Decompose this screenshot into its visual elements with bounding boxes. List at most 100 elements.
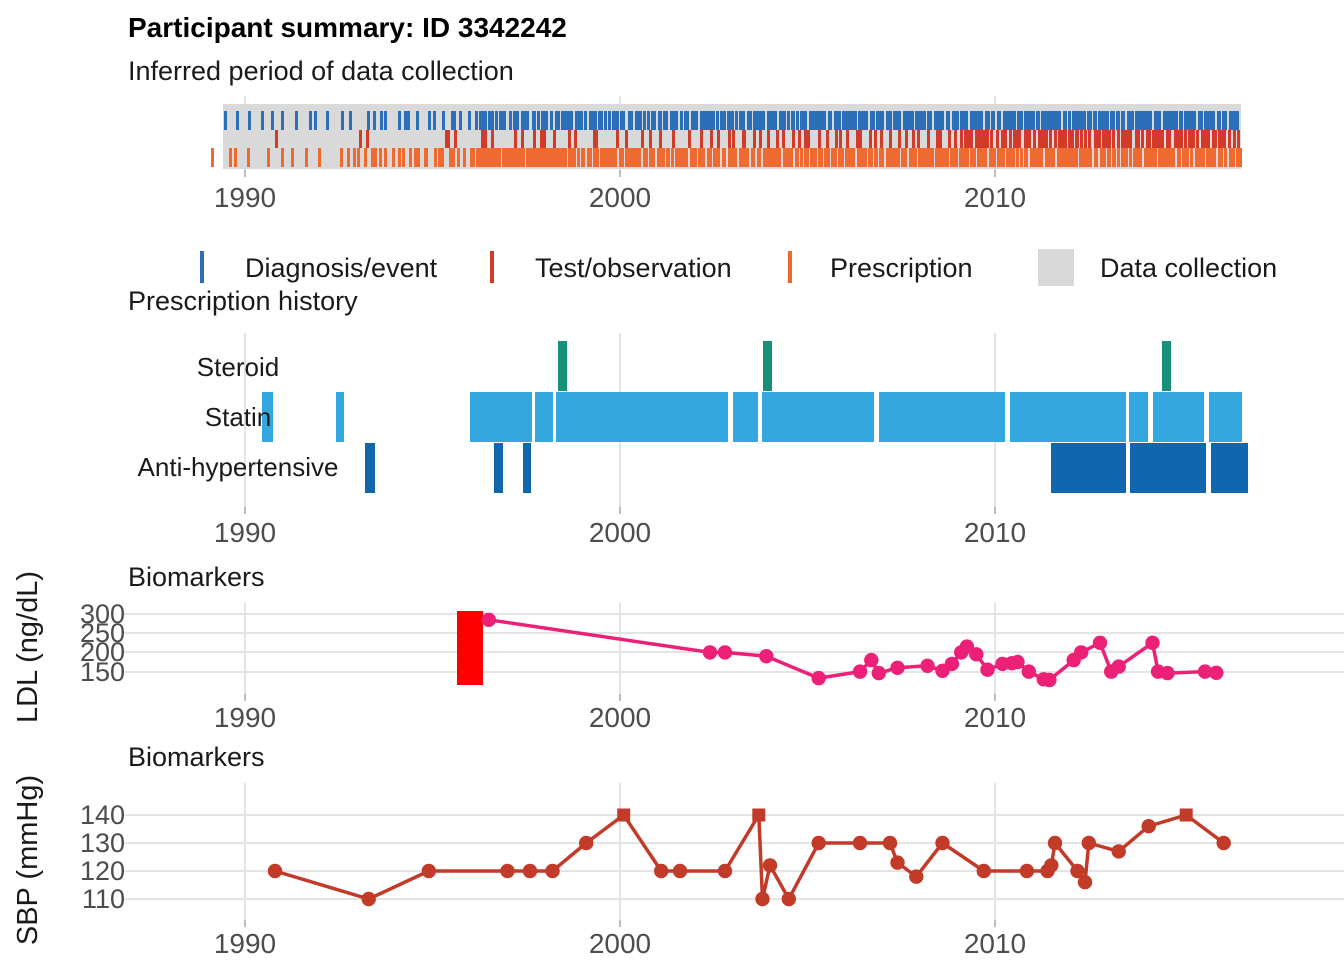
test-event-tick (1218, 130, 1222, 148)
diagnosis-event-tick (270, 111, 274, 130)
vertical-gridline (994, 783, 996, 920)
prescription-event-tick (469, 148, 473, 167)
horizontal-gridline (123, 814, 1344, 816)
prescription-event-tick (1182, 148, 1186, 167)
diagnosis-event-tick (1045, 111, 1049, 130)
prescription-event-tick (560, 148, 564, 167)
diagnosis-event-tick (726, 111, 730, 130)
prescription-event-tick (784, 148, 788, 167)
test-event-tick (1068, 130, 1072, 148)
prescription-event-tick (1153, 148, 1157, 167)
prescription-event-tick (1147, 148, 1151, 167)
prescription-event-tick (472, 148, 476, 167)
steroid-bar (1161, 341, 1172, 391)
prescription-event-tick (769, 148, 772, 167)
x-axis-year-label: 2000 (588, 517, 652, 548)
test-event-tick (1141, 130, 1145, 148)
prescription-event-tick (498, 148, 502, 167)
prescription-event-tick (441, 148, 445, 167)
x-axis-tick (244, 920, 246, 927)
prescription-event-tick (902, 148, 906, 167)
test-event-tick (1147, 130, 1151, 148)
test-event-tick (1023, 130, 1027, 148)
anti-hypertensive-bar (1051, 443, 1126, 493)
test-event-tick (1107, 130, 1111, 148)
prescription-event-tick (1035, 148, 1039, 167)
prescription-event-tick (840, 148, 844, 167)
ldl-axis-title: LDL (ng/dL) (12, 570, 44, 724)
diagnosis-event-tick (326, 111, 330, 130)
test-event-tick (484, 130, 488, 148)
diagnosis-event-tick (1140, 111, 1144, 130)
prescription-event-tick (571, 148, 574, 167)
diagnosis-event-tick (556, 111, 560, 130)
ldl-point (1145, 635, 1160, 650)
prescription-event-tick (564, 148, 568, 167)
diagnosis-event-tick (1054, 111, 1058, 130)
prescription-event-tick (810, 148, 814, 167)
diagnosis-event-tick (1126, 111, 1130, 130)
steroid-bar (762, 341, 772, 391)
test-event-tick (1071, 130, 1075, 148)
diagnosis-event-tick (578, 111, 582, 130)
prescription-event-tick (1135, 148, 1139, 167)
prescription-event-tick (485, 148, 489, 167)
test-event-tick (879, 130, 883, 148)
prescription-event-tick (989, 148, 993, 167)
ldl-point (811, 670, 826, 686)
x-axis-tick (994, 507, 996, 514)
prescription-event-tick (934, 148, 938, 167)
diagnosis-event-tick (308, 111, 312, 130)
statin-bar (1208, 392, 1243, 442)
diagnosis-event-tick (997, 111, 1001, 130)
prescription-event-tick (783, 148, 787, 167)
prescription-event-tick (909, 148, 912, 167)
diagnosis-event-tick (715, 111, 719, 130)
prescription-event-tick (544, 148, 548, 167)
prescription-event-tick (1159, 148, 1163, 167)
prescription-event-tick (693, 148, 697, 167)
horizontal-gridline (123, 632, 1344, 635)
ldl-point (864, 652, 879, 668)
prescription-event-tick (813, 148, 817, 167)
diagnosis-event-tick (938, 111, 942, 130)
prescription-event-tick (1205, 148, 1209, 167)
prescription-event-tick (824, 148, 828, 167)
prescription-event-tick (519, 148, 523, 167)
test-event-tick (1053, 130, 1057, 148)
test-event-tick (963, 130, 967, 148)
legend-label-prescription: Prescription (830, 253, 973, 283)
prescription-event-tick (1197, 148, 1201, 167)
diagnosis-event-tick (1166, 111, 1170, 130)
prescription-event-tick (234, 148, 238, 167)
ldl-point (969, 647, 984, 662)
ldl-point (995, 656, 1010, 672)
diagnosis-event-tick (870, 111, 873, 130)
prescription-event-tick (425, 148, 428, 167)
test-event-tick (1220, 130, 1224, 148)
x-axis-year-label: 2000 (588, 182, 652, 213)
test-event-tick (648, 130, 652, 148)
timeline-subtitle: Inferred period of data collection (128, 56, 514, 86)
prescription-event-tick (637, 148, 641, 167)
diagnosis-event-tick (1079, 111, 1083, 130)
prescription-event-tick (537, 148, 541, 167)
test-event-tick (1211, 130, 1215, 148)
diagnosis-event-tick (1162, 111, 1166, 130)
prescription-event-tick (475, 148, 479, 167)
diagnosis-event-tick (650, 111, 654, 130)
prescription-event-tick (229, 148, 233, 167)
prescription-event-tick (875, 148, 879, 167)
diagnosis-event-tick (542, 111, 546, 130)
diagnosis-event-tick (783, 111, 787, 130)
prescription-event-tick (1075, 148, 1079, 167)
diagnosis-event-tick (863, 111, 867, 130)
prescription-event-tick (643, 148, 646, 167)
x-axis-tick (619, 920, 621, 927)
prescription-event-tick (992, 148, 996, 167)
diagnosis-event-tick (952, 111, 956, 130)
prescription-event-tick (1071, 148, 1075, 167)
test-event-tick (939, 130, 943, 148)
diagnosis-event-tick (1193, 111, 1197, 130)
test-event-tick (967, 130, 971, 148)
